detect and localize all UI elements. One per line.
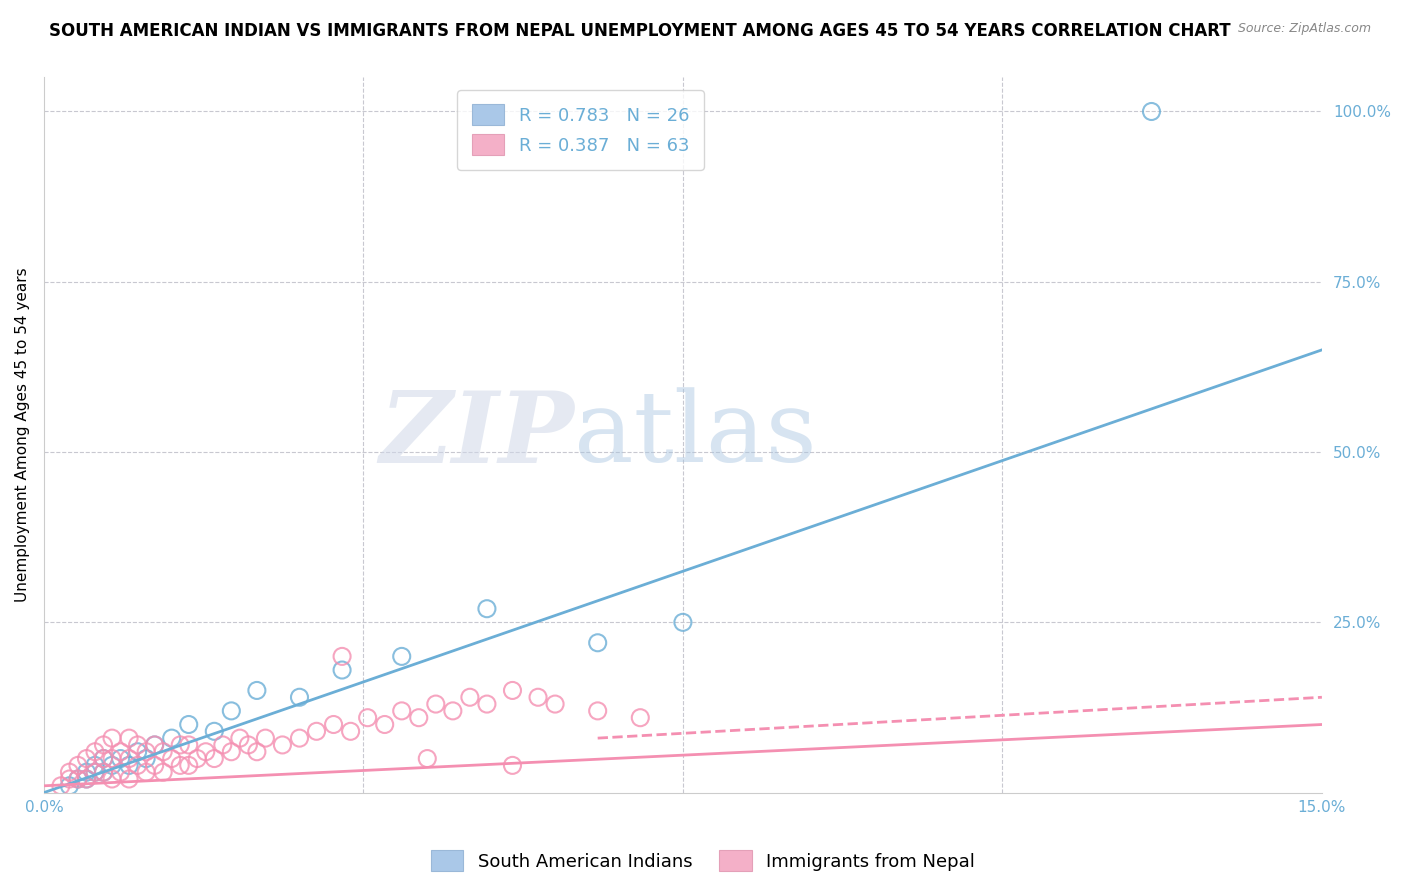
Point (76, 765, 98, 780)
Point (84, 758, 107, 772)
Point (58, 772, 80, 786)
Text: atlas: atlas (574, 387, 817, 483)
Point (1140, 104, 1163, 119)
Point (101, 758, 124, 772)
Point (202, 751, 225, 765)
Point (416, 751, 439, 765)
Point (84, 745, 107, 759)
Point (160, 751, 183, 765)
Point (127, 758, 149, 772)
Point (246, 745, 269, 759)
Point (66, 772, 89, 786)
Point (66, 772, 89, 786)
Point (186, 751, 208, 765)
Point (586, 636, 609, 650)
Point (93, 751, 115, 765)
Point (202, 724, 225, 739)
Point (152, 765, 174, 780)
Point (118, 731, 141, 745)
Point (127, 738, 149, 752)
Point (322, 717, 344, 731)
Point (127, 745, 149, 759)
Point (93, 751, 115, 765)
Point (84, 765, 107, 780)
Point (152, 745, 174, 759)
Point (211, 738, 233, 752)
Point (169, 738, 191, 752)
Point (118, 758, 141, 772)
Point (76, 772, 98, 786)
Point (672, 615, 695, 630)
Point (135, 751, 157, 765)
Point (475, 601, 498, 615)
Text: Source: ZipAtlas.com: Source: ZipAtlas.com (1237, 22, 1371, 36)
Legend: R = 0.783   N = 26, R = 0.387   N = 63: R = 0.783 N = 26, R = 0.387 N = 63 (457, 90, 704, 169)
Point (76, 751, 98, 765)
Point (160, 731, 183, 745)
Point (221, 704, 243, 718)
Point (374, 717, 396, 731)
Point (177, 758, 200, 772)
Point (238, 738, 260, 752)
Point (93, 738, 115, 752)
Point (502, 683, 524, 698)
Point (110, 765, 132, 780)
Point (194, 745, 217, 759)
Point (84, 765, 107, 780)
Point (305, 724, 328, 739)
Point (101, 772, 124, 786)
Point (356, 711, 378, 725)
Point (330, 663, 353, 677)
Point (110, 745, 132, 759)
Point (101, 731, 124, 745)
Point (339, 724, 361, 739)
Text: ZIP: ZIP (380, 387, 574, 483)
Point (118, 772, 141, 786)
Point (93, 765, 115, 780)
Point (458, 690, 481, 705)
Point (254, 731, 277, 745)
Point (58, 779, 80, 793)
Point (271, 738, 294, 752)
Point (169, 758, 191, 772)
Point (229, 731, 252, 745)
Legend: South American Indians, Immigrants from Nepal: South American Indians, Immigrants from … (423, 843, 983, 879)
Point (288, 690, 311, 705)
Point (143, 738, 166, 752)
Point (441, 704, 464, 718)
Point (527, 690, 550, 705)
Point (101, 751, 124, 765)
Point (110, 751, 132, 765)
Point (58, 765, 80, 780)
Y-axis label: Unemployment Among Ages 45 to 54 years: Unemployment Among Ages 45 to 54 years (15, 268, 30, 602)
Point (93, 765, 115, 780)
Point (391, 704, 413, 718)
Point (246, 683, 269, 698)
Text: SOUTH AMERICAN INDIAN VS IMMIGRANTS FROM NEPAL UNEMPLOYMENT AMONG AGES 45 TO 54 : SOUTH AMERICAN INDIAN VS IMMIGRANTS FROM… (49, 22, 1230, 40)
Point (49, 779, 72, 793)
Point (288, 731, 311, 745)
Point (330, 649, 353, 664)
Point (66, 758, 89, 772)
Point (76, 772, 98, 786)
Point (135, 765, 157, 780)
Point (177, 717, 200, 731)
Point (143, 738, 166, 752)
Point (177, 738, 200, 752)
Point (135, 745, 157, 759)
Point (391, 649, 413, 664)
Point (221, 745, 243, 759)
Point (502, 758, 524, 772)
Point (425, 697, 447, 711)
Point (628, 711, 651, 725)
Point (408, 711, 430, 725)
Point (544, 697, 567, 711)
Point (118, 751, 141, 765)
Point (475, 697, 498, 711)
Point (586, 704, 609, 718)
Point (143, 758, 166, 772)
